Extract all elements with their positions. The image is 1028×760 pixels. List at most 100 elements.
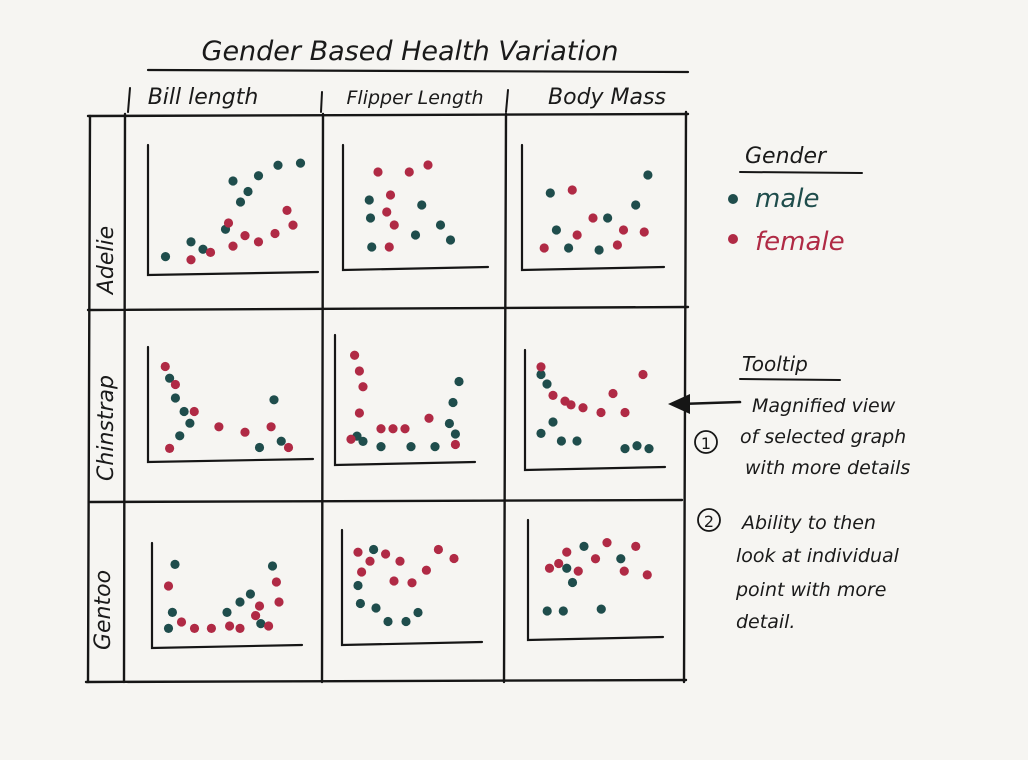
female-point[interactable]: [423, 160, 433, 170]
male-point[interactable]: [253, 171, 264, 181]
female-point[interactable]: [186, 255, 196, 265]
female-point[interactable]: [389, 576, 399, 586]
male-point[interactable]: [643, 170, 653, 180]
female-point[interactable]: [253, 237, 264, 247]
male-point[interactable]: [616, 554, 626, 564]
mini-plot-7[interactable]: [150, 541, 304, 650]
mini-plot-4[interactable]: [146, 345, 315, 464]
male-point[interactable]: [179, 406, 189, 417]
female-point[interactable]: [618, 225, 629, 235]
mini-plot-9[interactable]: [526, 518, 665, 642]
female-point[interactable]: [612, 240, 623, 250]
female-point[interactable]: [638, 369, 648, 380]
female-point[interactable]: [639, 227, 649, 237]
female-point[interactable]: [251, 611, 261, 621]
male-point[interactable]: [163, 623, 174, 634]
male-point[interactable]: [383, 616, 393, 627]
male-point[interactable]: [556, 436, 567, 446]
male-point[interactable]: [542, 379, 552, 389]
male-point[interactable]: [567, 577, 578, 588]
female-point[interactable]: [421, 565, 431, 575]
female-point[interactable]: [346, 434, 356, 444]
male-point[interactable]: [548, 417, 558, 427]
male-point[interactable]: [358, 436, 368, 446]
male-point[interactable]: [273, 160, 283, 170]
female-point[interactable]: [572, 230, 582, 240]
mini-plot-8[interactable]: [340, 528, 484, 647]
male-point[interactable]: [235, 597, 245, 607]
female-point[interactable]: [433, 544, 443, 555]
male-point[interactable]: [355, 598, 365, 609]
female-point[interactable]: [450, 439, 460, 450]
female-point[interactable]: [404, 167, 414, 177]
male-point[interactable]: [367, 242, 377, 252]
female-point[interactable]: [254, 601, 265, 611]
male-point[interactable]: [276, 436, 286, 446]
male-point[interactable]: [454, 376, 464, 387]
female-point[interactable]: [536, 362, 546, 372]
female-point[interactable]: [266, 422, 276, 432]
female-point[interactable]: [354, 366, 364, 376]
male-point[interactable]: [364, 195, 374, 205]
female-point[interactable]: [264, 621, 274, 631]
female-point[interactable]: [400, 424, 410, 434]
male-point[interactable]: [170, 393, 180, 403]
male-point[interactable]: [536, 369, 546, 380]
male-point[interactable]: [228, 176, 238, 186]
female-point[interactable]: [573, 566, 583, 576]
male-point[interactable]: [572, 436, 582, 446]
female-point[interactable]: [424, 413, 434, 423]
female-point[interactable]: [189, 623, 200, 634]
female-point[interactable]: [235, 623, 245, 634]
male-point[interactable]: [175, 431, 185, 441]
female-point[interactable]: [206, 623, 216, 634]
female-point[interactable]: [376, 424, 386, 434]
male-point[interactable]: [430, 442, 440, 452]
male-point[interactable]: [564, 243, 574, 253]
female-point[interactable]: [566, 400, 576, 410]
female-point[interactable]: [170, 379, 180, 390]
female-point[interactable]: [358, 382, 368, 392]
male-point[interactable]: [579, 541, 589, 552]
female-point[interactable]: [282, 205, 292, 215]
male-point[interactable]: [185, 418, 195, 428]
male-point[interactable]: [406, 442, 416, 452]
male-point[interactable]: [267, 561, 278, 571]
mini-plot-5[interactable]: [333, 333, 477, 467]
male-point[interactable]: [167, 607, 177, 618]
female-point[interactable]: [354, 408, 364, 418]
female-point[interactable]: [160, 361, 170, 372]
female-point[interactable]: [544, 563, 555, 573]
female-point[interactable]: [449, 553, 459, 564]
female-point[interactable]: [205, 247, 216, 257]
male-point[interactable]: [620, 444, 630, 454]
female-point[interactable]: [407, 578, 417, 588]
male-point[interactable]: [353, 580, 363, 591]
female-point[interactable]: [225, 621, 235, 631]
male-point[interactable]: [417, 200, 427, 210]
female-point[interactable]: [539, 243, 549, 253]
male-point[interactable]: [369, 544, 379, 555]
male-point[interactable]: [165, 373, 175, 383]
female-point[interactable]: [619, 566, 629, 576]
male-point[interactable]: [401, 616, 411, 627]
female-point[interactable]: [357, 567, 367, 577]
female-point[interactable]: [214, 422, 224, 432]
male-point[interactable]: [448, 397, 458, 408]
male-point[interactable]: [596, 604, 606, 614]
female-point[interactable]: [382, 207, 392, 217]
mini-plot-1[interactable]: [146, 143, 320, 277]
female-point[interactable]: [395, 556, 405, 566]
female-point[interactable]: [353, 547, 363, 557]
male-point[interactable]: [413, 607, 423, 618]
female-point[interactable]: [381, 549, 391, 559]
female-point[interactable]: [631, 541, 641, 552]
female-point[interactable]: [189, 406, 199, 417]
male-point[interactable]: [160, 252, 171, 262]
female-point[interactable]: [223, 218, 234, 228]
mini-plot-6[interactable]: [523, 348, 667, 472]
male-point[interactable]: [170, 559, 180, 570]
male-point[interactable]: [186, 237, 196, 247]
male-point[interactable]: [269, 395, 279, 405]
female-point[interactable]: [642, 570, 652, 580]
